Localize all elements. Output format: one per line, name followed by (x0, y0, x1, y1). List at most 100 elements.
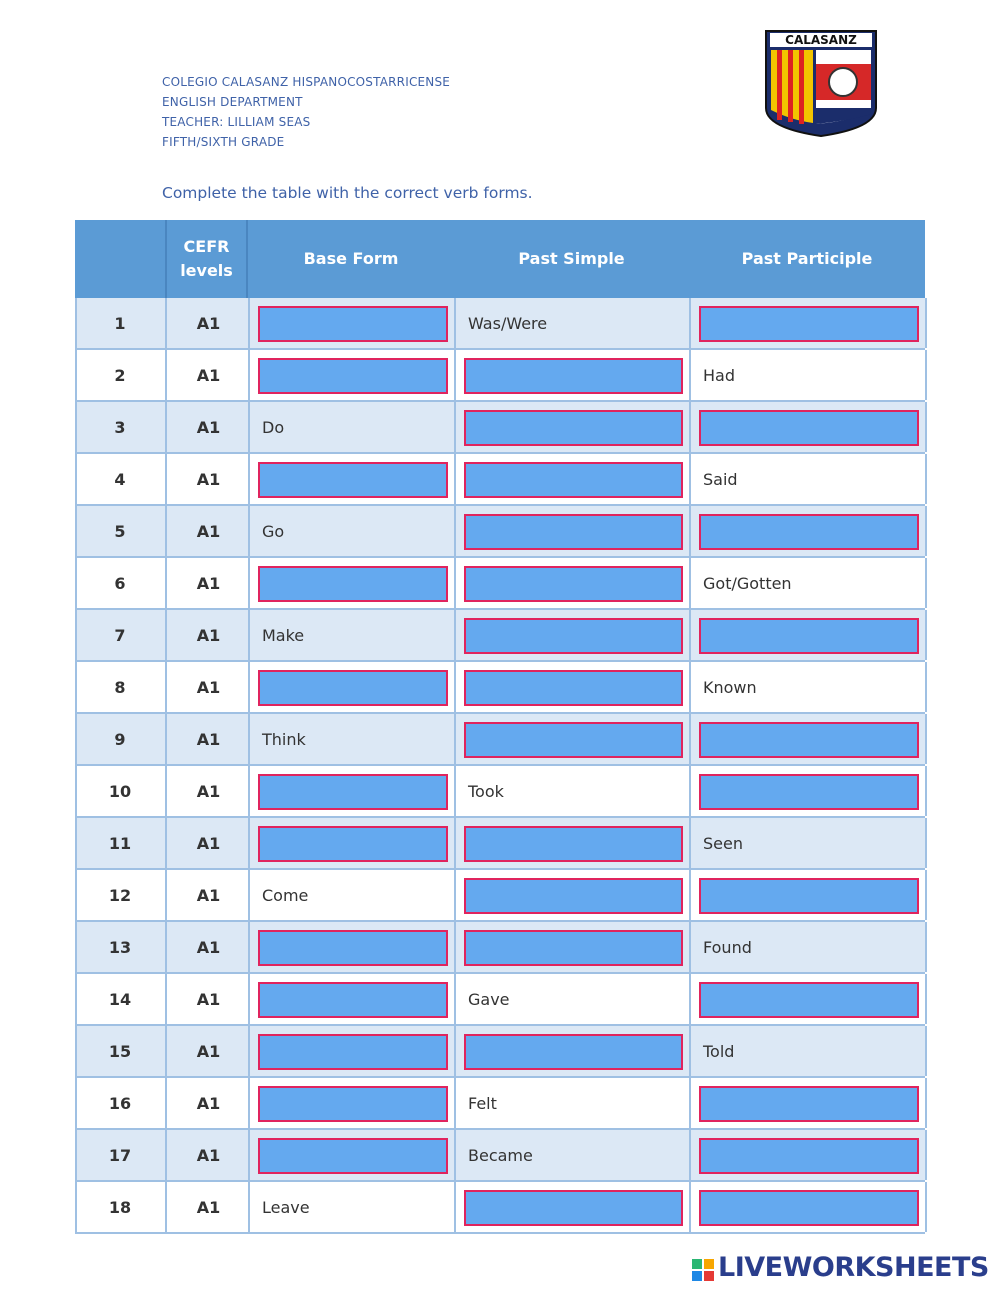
table-row: 6 A1 Got/Gotten (75, 558, 927, 610)
cefr-level: A1 (169, 1078, 250, 1128)
answer-box[interactable] (464, 410, 683, 446)
answer-box[interactable] (258, 670, 448, 706)
table-row: 3 A1 Do (75, 402, 927, 454)
answer-box[interactable] (464, 462, 683, 498)
verb-cell (250, 974, 456, 1024)
row-number: 4 (75, 454, 167, 504)
answer-box[interactable] (464, 1190, 683, 1226)
table-row: 4 A1 Said (75, 454, 927, 506)
verb-cell: Seen (691, 818, 927, 868)
answer-box[interactable] (258, 774, 448, 810)
footer-icon (692, 1259, 714, 1281)
verb-cell: Said (691, 454, 927, 504)
instruction: Complete the table with the correct verb… (162, 184, 533, 202)
row-number: 1 (75, 298, 167, 348)
verb-cell: Think (250, 714, 456, 764)
verb-cell (456, 1182, 691, 1232)
answer-box[interactable] (699, 306, 919, 342)
cefr-level: A1 (169, 766, 250, 816)
answer-box[interactable] (464, 618, 683, 654)
cefr-level: A1 (169, 350, 250, 400)
verb-cell: Gave (456, 974, 691, 1024)
row-number: 17 (75, 1130, 167, 1180)
footer-brand: LIVEWORKSHEETS (718, 1252, 989, 1283)
answer-box[interactable] (464, 722, 683, 758)
answer-box[interactable] (699, 410, 919, 446)
row-number: 8 (75, 662, 167, 712)
school-name: COLEGIO CALASANZ HISPANOCOSTARRICENSE (162, 75, 451, 89)
column-header (75, 220, 167, 298)
answer-box[interactable] (699, 1190, 919, 1226)
row-number: 15 (75, 1026, 167, 1076)
row-number: 6 (75, 558, 167, 608)
row-number: 11 (75, 818, 167, 868)
verb-cell: Became (456, 1130, 691, 1180)
verb-cell (250, 350, 456, 400)
table-row: 10 A1 Took (75, 766, 927, 818)
verb-cell (250, 1078, 456, 1128)
verb-cell: Leave (250, 1182, 456, 1232)
answer-box[interactable] (699, 514, 919, 550)
table-row: 2 A1 Had (75, 350, 927, 402)
answer-box[interactable] (464, 878, 683, 914)
answer-box[interactable] (464, 566, 683, 602)
answer-box[interactable] (258, 1086, 448, 1122)
verb-cell: Had (691, 350, 927, 400)
table-row: 11 A1 Seen (75, 818, 927, 870)
answer-box[interactable] (464, 670, 683, 706)
answer-box[interactable] (258, 1138, 448, 1174)
table-row: 16 A1 Felt (75, 1078, 927, 1130)
answer-box[interactable] (258, 566, 448, 602)
answer-box[interactable] (464, 1034, 683, 1070)
answer-box[interactable] (699, 774, 919, 810)
verb-cell (456, 610, 691, 660)
column-header: CEFR levels (167, 220, 248, 298)
verb-cell (456, 922, 691, 972)
verb-cell: Was/Were (456, 298, 691, 348)
answer-box[interactable] (699, 1086, 919, 1122)
answer-box[interactable] (258, 826, 448, 862)
row-number: 18 (75, 1182, 167, 1232)
answer-box[interactable] (464, 514, 683, 550)
table-row: 1 A1 Was/Were (75, 298, 927, 350)
table-row: 15 A1 Told (75, 1026, 927, 1078)
answer-box[interactable] (258, 930, 448, 966)
verb-cell (250, 662, 456, 712)
column-header: Past Simple (518, 249, 625, 268)
header-row: CEFR levels Base Form Past Simple Past Part… (75, 220, 925, 298)
verb-cell (250, 922, 456, 972)
logo-text: CALASANZ (785, 33, 857, 47)
table-row: 18 A1 Leave (75, 1182, 927, 1234)
verb-cell (250, 558, 456, 608)
cefr-level: A1 (169, 558, 250, 608)
department: ENGLISH DEPARTMENT (162, 95, 303, 109)
answer-box[interactable] (258, 358, 448, 394)
table-row: 17 A1 Became (75, 1130, 927, 1182)
verb-cell (691, 610, 927, 660)
answer-box[interactable] (258, 462, 448, 498)
answer-box[interactable] (699, 982, 919, 1018)
answer-box[interactable] (464, 930, 683, 966)
cefr-level: A1 (169, 298, 250, 348)
answer-box[interactable] (464, 358, 683, 394)
verb-cell: Come (250, 870, 456, 920)
verb-cell (456, 714, 691, 764)
verb-cell (250, 1130, 456, 1180)
answer-box[interactable] (258, 982, 448, 1018)
answer-box[interactable] (699, 1138, 919, 1174)
verb-cell: Got/Gotten (691, 558, 927, 608)
answer-box[interactable] (699, 722, 919, 758)
verb-cell (456, 454, 691, 504)
answer-box[interactable] (699, 618, 919, 654)
answer-box[interactable] (258, 306, 448, 342)
row-number: 16 (75, 1078, 167, 1128)
cefr-level: A1 (169, 610, 250, 660)
table-row: 7 A1 Make (75, 610, 927, 662)
row-number: 10 (75, 766, 167, 816)
verb-cell: Go (250, 506, 456, 556)
answer-box[interactable] (699, 878, 919, 914)
answer-box[interactable] (258, 1034, 448, 1070)
verb-cell (691, 870, 927, 920)
verb-cell (250, 454, 456, 504)
answer-box[interactable] (464, 826, 683, 862)
